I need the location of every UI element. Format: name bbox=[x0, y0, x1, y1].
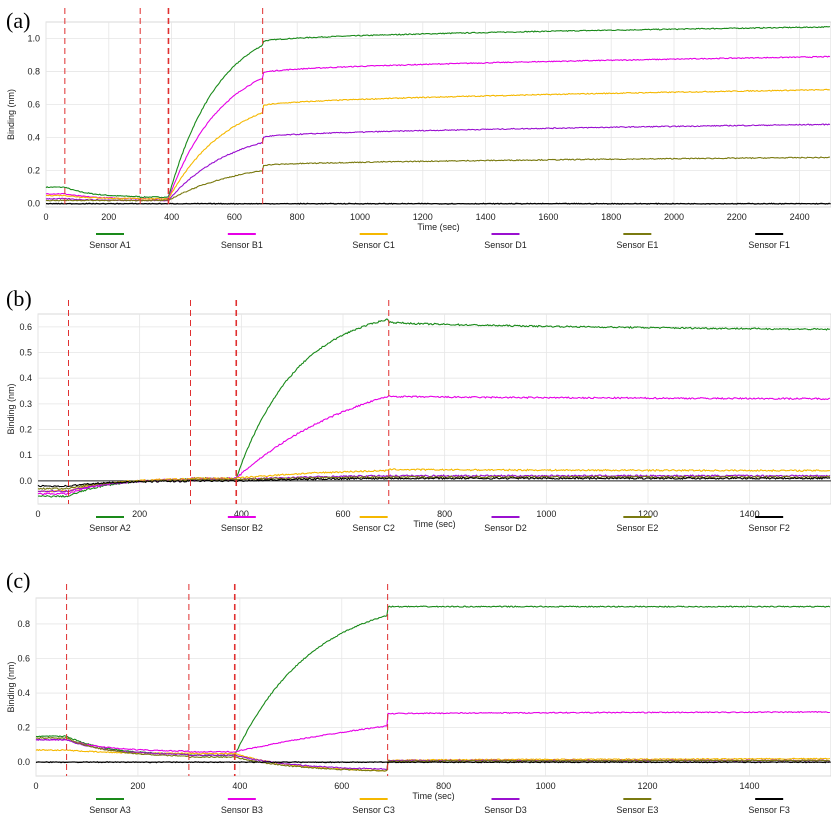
legend-label: Sensor D1 bbox=[484, 240, 527, 250]
legend-label: Sensor C3 bbox=[352, 805, 395, 815]
y-tick-label: 0.8 bbox=[17, 619, 30, 629]
x-tick-label: 2000 bbox=[664, 212, 684, 222]
series-line bbox=[45, 88, 831, 200]
y-tick-label: 0.0 bbox=[17, 757, 30, 767]
y-tick-label: 0.2 bbox=[19, 425, 32, 435]
series-line bbox=[45, 55, 831, 200]
x-tick-label: 400 bbox=[164, 212, 179, 222]
x-tick-label: 1000 bbox=[536, 781, 556, 791]
legend-label: Sensor F2 bbox=[748, 523, 790, 533]
x-tick-label: 1400 bbox=[739, 781, 759, 791]
x-tick-label: 800 bbox=[436, 781, 451, 791]
y-tick-label: 0.6 bbox=[19, 322, 32, 332]
plot-area bbox=[35, 597, 831, 777]
panel-c: (c) 0.0 0.2 0.4 0.6 0.8 0 200 400 600 800 1000 1200… bbox=[0, 566, 831, 824]
x-tick-label: 800 bbox=[437, 509, 452, 519]
x-tick-label: 0 bbox=[35, 509, 40, 519]
series-line bbox=[45, 156, 830, 202]
x-tick-label: 400 bbox=[232, 781, 247, 791]
legend-label: Sensor B3 bbox=[221, 805, 263, 815]
y-axis-label: Binding (nm) bbox=[6, 89, 16, 140]
y-tick-label: 0.4 bbox=[17, 688, 30, 698]
panel-label: (c) bbox=[6, 568, 31, 593]
binding-chart-b: 0.0 0.1 0.2 0.3 0.4 0.5 0.6 0 200 400 600 800 1000 12… bbox=[6, 300, 831, 533]
x-tick-label: 600 bbox=[227, 212, 242, 222]
x-tick-label: 600 bbox=[334, 781, 349, 791]
y-tick-label: 0.1 bbox=[19, 450, 32, 460]
y-tick-label: 0.6 bbox=[17, 653, 30, 663]
y-tick-label: 0.3 bbox=[19, 399, 32, 409]
legend-label: Sensor A3 bbox=[89, 805, 131, 815]
x-axis-label: Time (sec) bbox=[417, 222, 459, 232]
x-tick-label: 200 bbox=[101, 212, 116, 222]
legend-label: Sensor C1 bbox=[352, 240, 395, 250]
y-axis-label: Binding (nm) bbox=[6, 383, 16, 434]
x-tick-label: 400 bbox=[234, 509, 249, 519]
series-line bbox=[37, 475, 831, 490]
panel-b: (b) 0.0 0.1 0.2 0.3 0.4 0.5 0.6 0 200 400 600 800 10… bbox=[0, 284, 831, 554]
series-line bbox=[35, 748, 831, 772]
y-tick-label: 0.4 bbox=[19, 373, 32, 383]
x-tick-label: 800 bbox=[290, 212, 305, 222]
x-tick-label: 1600 bbox=[538, 212, 558, 222]
series-line bbox=[45, 202, 830, 205]
legend-label: Sensor C2 bbox=[352, 523, 395, 533]
series-line bbox=[45, 26, 830, 199]
series-line bbox=[35, 760, 831, 764]
plot-area bbox=[45, 21, 831, 208]
y-tick-label: 1.0 bbox=[27, 34, 40, 44]
legend-label: Sensor A2 bbox=[89, 523, 131, 533]
x-tick-label: 1200 bbox=[638, 781, 658, 791]
series-line bbox=[45, 123, 831, 202]
series-line bbox=[37, 468, 830, 493]
binding-chart-c: 0.0 0.2 0.4 0.6 0.8 0 200 400 600 800 1000 1200 1400… bbox=[6, 584, 831, 815]
x-tick-label: 1000 bbox=[536, 509, 556, 519]
x-tick-label: 200 bbox=[130, 781, 145, 791]
x-tick-label: 1400 bbox=[740, 509, 760, 519]
panel-label: (b) bbox=[6, 286, 32, 311]
y-tick-label: 0.2 bbox=[27, 166, 40, 176]
y-tick-label: 0.0 bbox=[19, 476, 32, 486]
y-tick-label: 0.2 bbox=[17, 723, 30, 733]
legend-label: Sensor E2 bbox=[616, 523, 658, 533]
y-tick-label: 0.8 bbox=[27, 67, 40, 77]
y-tick-label: 0.6 bbox=[27, 100, 40, 110]
x-tick-label: 0 bbox=[33, 781, 38, 791]
panel-label: (a) bbox=[6, 8, 31, 33]
x-axis-label: Time (sec) bbox=[413, 519, 455, 529]
series-line bbox=[37, 476, 831, 488]
legend-label: Sensor B2 bbox=[221, 523, 263, 533]
x-tick-label: 1200 bbox=[638, 509, 658, 519]
x-tick-label: 200 bbox=[132, 509, 147, 519]
x-tick-label: 1400 bbox=[476, 212, 496, 222]
legend-label: Sensor F3 bbox=[748, 805, 790, 815]
x-tick-label: 2400 bbox=[790, 212, 810, 222]
y-axis-label: Binding (nm) bbox=[6, 661, 16, 712]
binding-chart-a: 0.0 0.2 0.4 0.6 0.8 1.0 0 200 400 600 800 1000 1200 1… bbox=[6, 8, 831, 250]
legend-label: Sensor E1 bbox=[616, 240, 658, 250]
x-axis-label: Time (sec) bbox=[412, 791, 454, 801]
panel-a: (a) 0.0 0.2 0.4 0.6 0.8 1.0 0 200 400 600 800 1000 1… bbox=[0, 0, 831, 262]
y-tick-label: 0.4 bbox=[27, 133, 40, 143]
x-tick-label: 2200 bbox=[727, 212, 747, 222]
legend-label: Sensor A1 bbox=[89, 240, 131, 250]
legend-label: Sensor F1 bbox=[748, 240, 790, 250]
y-tick-label: 0.5 bbox=[19, 348, 32, 358]
plot-area bbox=[37, 313, 831, 505]
legend-label: Sensor B1 bbox=[221, 240, 263, 250]
x-tick-label: 600 bbox=[335, 509, 350, 519]
x-tick-label: 1200 bbox=[413, 212, 433, 222]
legend-label: Sensor E3 bbox=[616, 805, 658, 815]
series-line bbox=[35, 736, 830, 772]
legend-label: Sensor D2 bbox=[484, 523, 527, 533]
legend-label: Sensor D3 bbox=[484, 805, 527, 815]
x-tick-label: 1800 bbox=[601, 212, 621, 222]
x-tick-label: 0 bbox=[43, 212, 48, 222]
series-line bbox=[36, 710, 830, 753]
y-tick-label: 0.0 bbox=[27, 199, 40, 209]
x-tick-label: 1000 bbox=[350, 212, 370, 222]
